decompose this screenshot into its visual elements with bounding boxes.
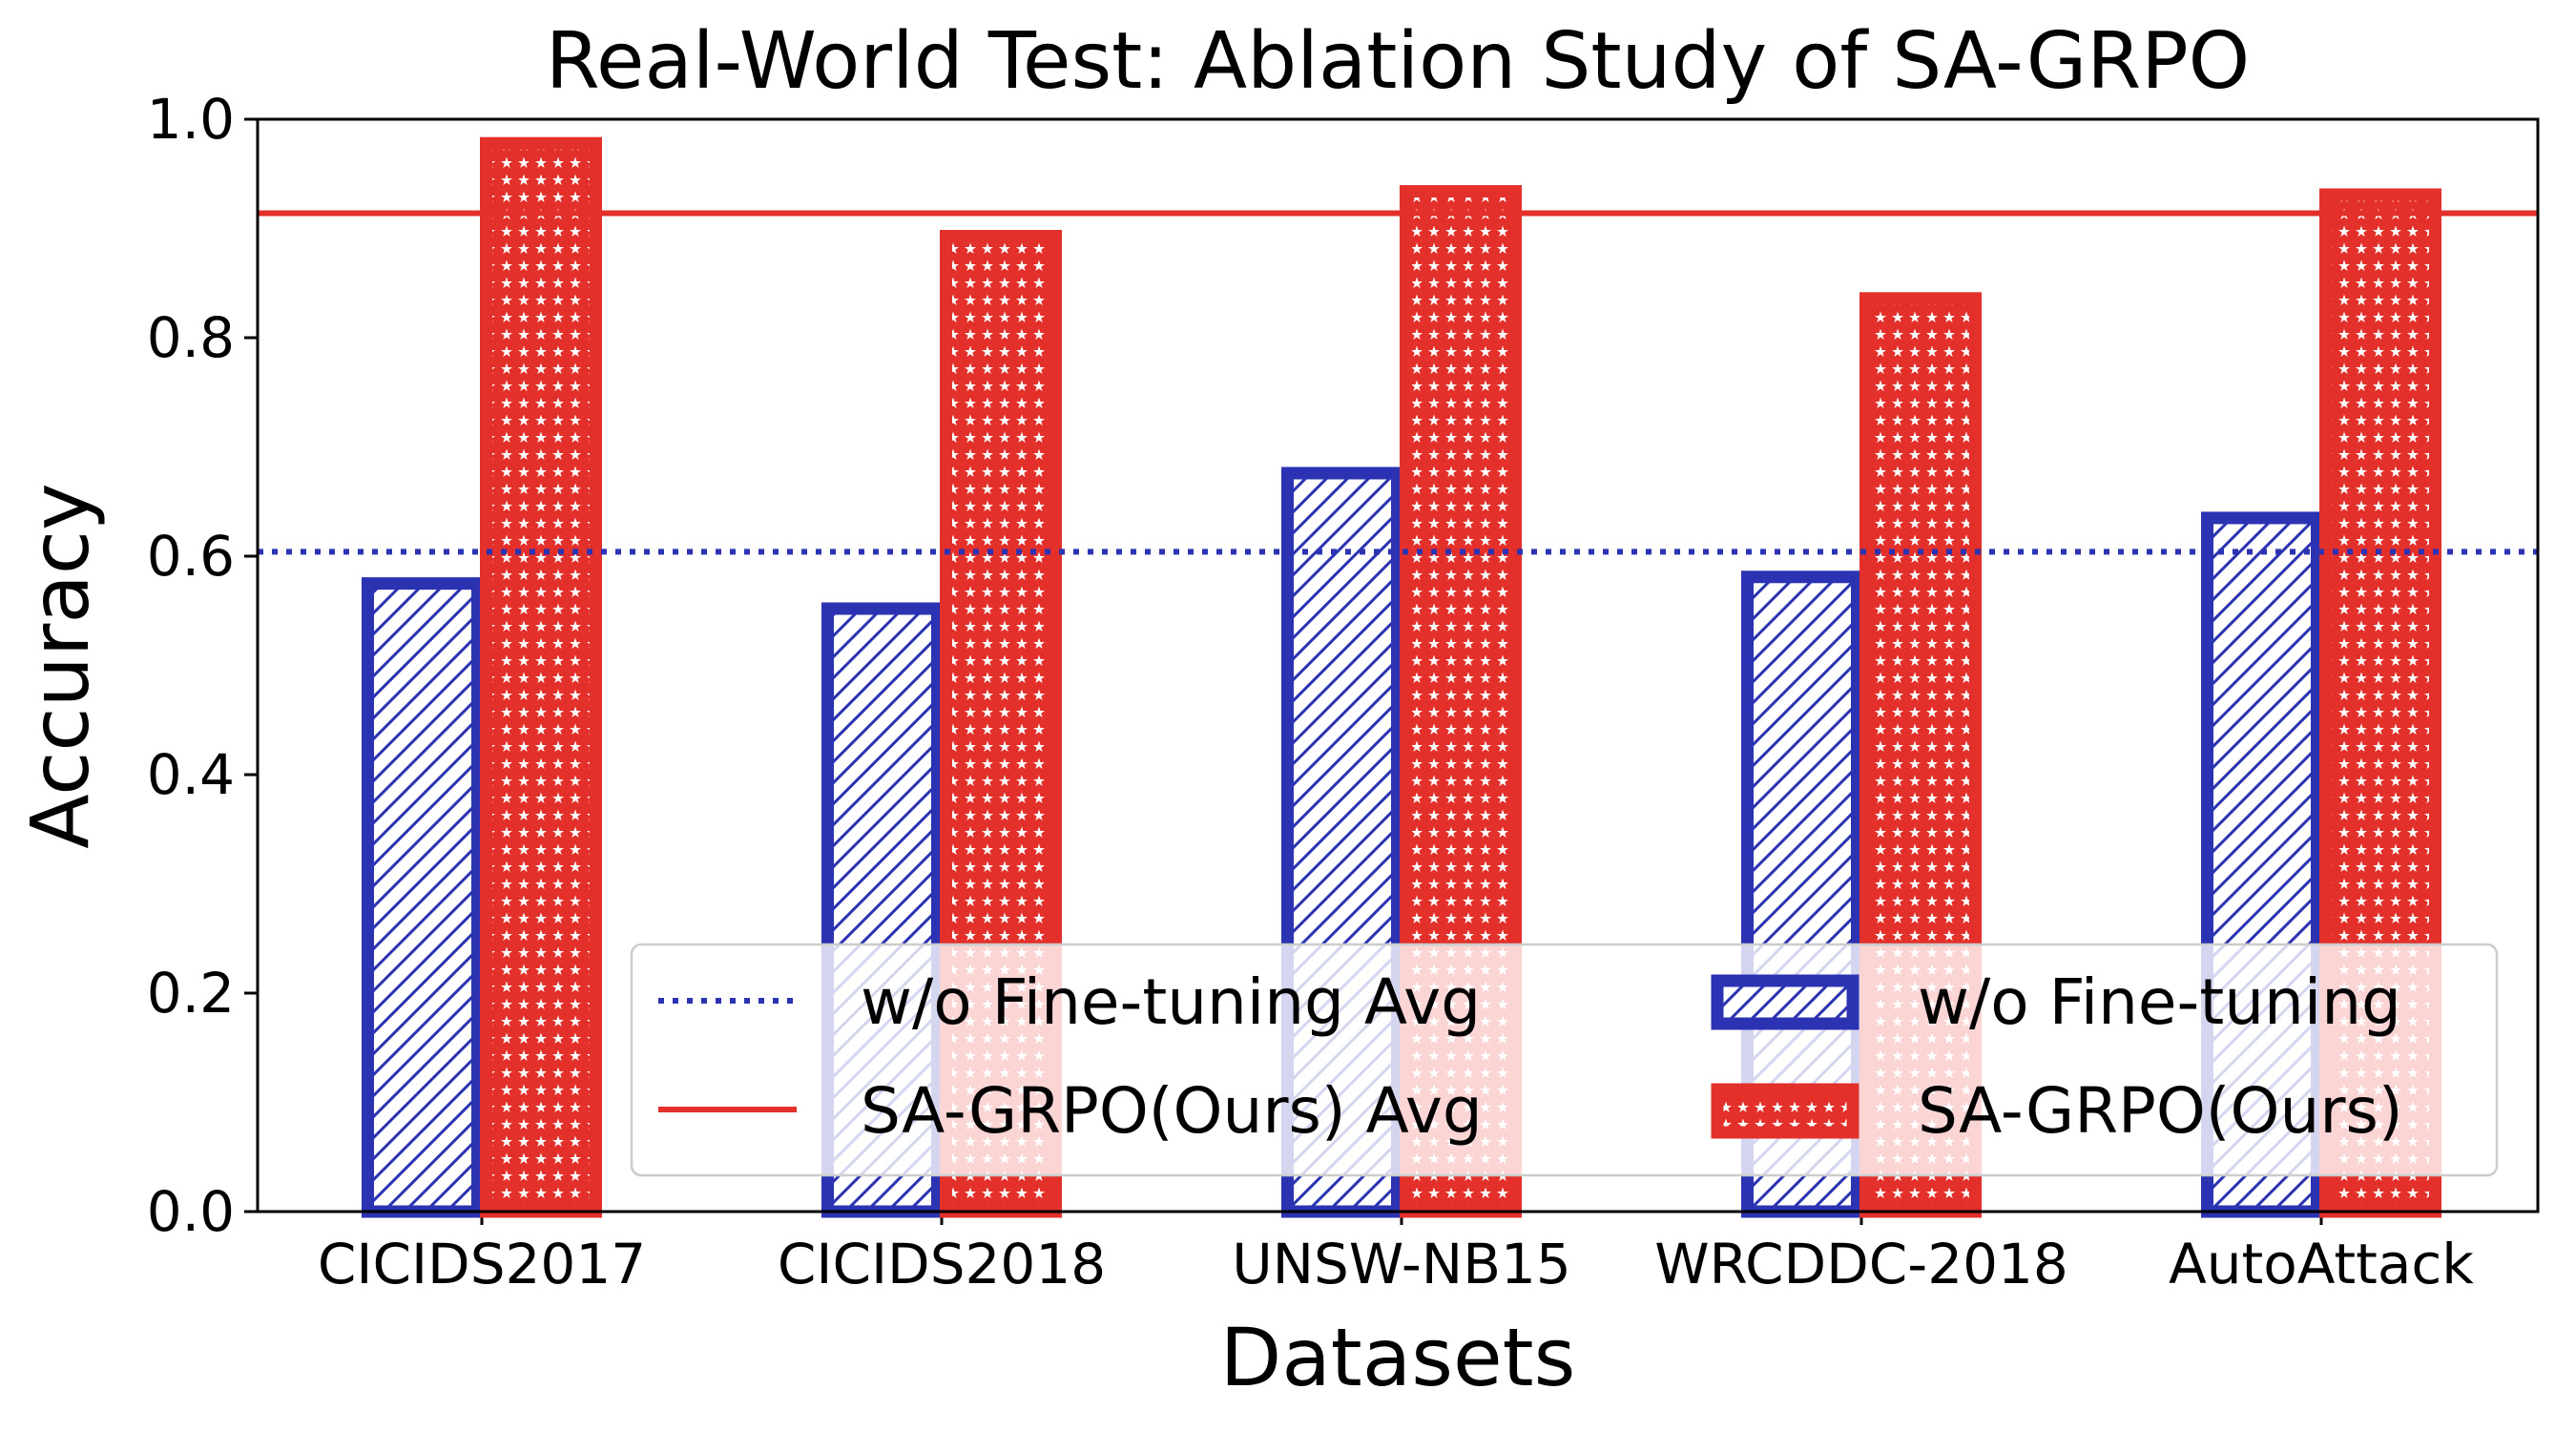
- legend: w/o Fine-tuning Avg SA-GRPO(Ours) Avg w/…: [630, 943, 2499, 1177]
- bar-wo-finetuning-1: [362, 577, 484, 1218]
- chart-title: Real-World Test: Ablation Study of SA-GR…: [546, 16, 2250, 107]
- x-tick-label: CICIDS2017: [318, 1232, 646, 1296]
- legend-label-red-bar: SA-GRPO(Ours): [1918, 1074, 2403, 1148]
- x-tick-label: AutoAttack: [2169, 1232, 2474, 1296]
- average-lines: [258, 210, 2538, 555]
- legend-swatch-blue-bar: [1711, 974, 1859, 1030]
- y-axis-label: Accuracy: [13, 483, 107, 849]
- y-tick-label: 0.6: [147, 524, 235, 589]
- y-tick-label: 0.4: [147, 742, 235, 807]
- y-axis-ticks: 0.0 0.2 0.4 0.6 0.8 1.0: [147, 87, 258, 1244]
- bar-sa-grpo-1: [480, 136, 602, 1218]
- legend-label-red-avg: SA-GRPO(Ours) Avg: [861, 1074, 1483, 1148]
- x-tick-label: UNSW-NB15: [1232, 1232, 1571, 1296]
- x-axis-ticks: CICIDS2017 CICIDS2018 UNSW-NB15 WRCDDC-2018…: [318, 1212, 2474, 1296]
- x-axis-label: Datasets: [1220, 1311, 1576, 1404]
- y-tick-label: 0.8: [147, 305, 235, 370]
- y-tick-label: 0.0: [147, 1179, 235, 1244]
- legend-swatch-red-bar: [1711, 1083, 1859, 1139]
- legend-box: [630, 943, 2499, 1177]
- legend-label-blue-avg: w/o Fine-tuning Avg: [861, 965, 1481, 1039]
- x-tick-label: CICIDS2018: [778, 1232, 1106, 1296]
- plot-frame: [256, 117, 2540, 1213]
- y-tick-label: 1.0: [147, 87, 235, 152]
- x-tick-label: WRCDDC-2018: [1654, 1232, 2068, 1296]
- legend-label-blue-bar: w/o Fine-tuning: [1918, 965, 2401, 1039]
- y-tick-label: 0.2: [147, 961, 235, 1026]
